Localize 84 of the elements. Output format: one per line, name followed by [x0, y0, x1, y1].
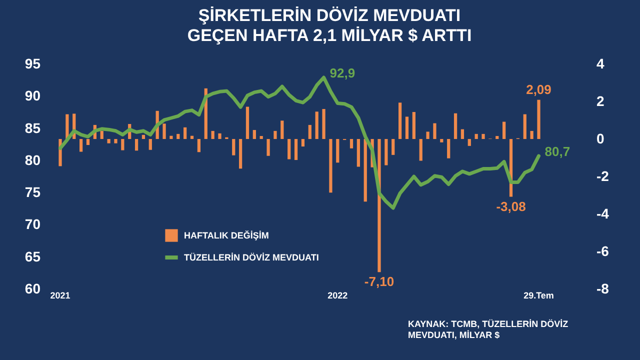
- chart-subtitle: GEÇEN HAFTA 2,1 MİLYAR $ ARTTI: [187, 26, 472, 45]
- y-tick-label: 60: [24, 280, 41, 296]
- x-tick-label: 29.Tem: [524, 290, 554, 300]
- bar: [384, 139, 388, 166]
- bar: [350, 139, 354, 148]
- bar: [294, 139, 298, 160]
- x-tick-label: 2021: [50, 290, 70, 300]
- bar: [211, 130, 214, 139]
- y2-tick-label: 0: [596, 130, 604, 146]
- bar: [502, 122, 506, 139]
- bar: [496, 136, 499, 139]
- bar: [474, 134, 478, 139]
- bar: [322, 109, 326, 139]
- bar: [100, 130, 104, 139]
- data-label: 2,09: [526, 82, 552, 97]
- bar: [336, 139, 340, 163]
- data-label: 80,7: [544, 144, 570, 159]
- bar: [468, 139, 471, 146]
- bar: [114, 139, 118, 144]
- bar: [280, 120, 284, 139]
- bar: [184, 127, 187, 139]
- bar: [454, 113, 458, 139]
- y-tick-label: 75: [24, 184, 41, 200]
- bar: [356, 139, 360, 167]
- bar: [419, 139, 422, 161]
- bar: [190, 136, 194, 139]
- y-tick-label: 65: [24, 248, 41, 264]
- bar: [315, 112, 318, 139]
- text: KAYNAK: TCMB, TÜZELLERİN DÖVİZ MEVDUATI, MİLYAR $: [408, 319, 569, 340]
- bar: [197, 139, 201, 152]
- legend-label: HAFTALIK DEĞİŞİM: [184, 230, 269, 240]
- bar: [142, 134, 146, 139]
- bar: [134, 139, 138, 151]
- bar: [170, 136, 173, 139]
- bar: [107, 139, 110, 144]
- legend-label: TÜZELLERİN DÖVİZ MEVDUATI: [184, 252, 319, 262]
- bar: [121, 139, 124, 150]
- y2-tick-label: 4: [596, 56, 604, 72]
- bar: [176, 134, 180, 139]
- bar: [412, 112, 416, 139]
- bar: [460, 129, 464, 139]
- bar: [266, 139, 270, 156]
- data-label: -3,08: [496, 198, 526, 214]
- bar: [238, 139, 242, 169]
- bar: [329, 139, 332, 193]
- bar: [260, 136, 263, 139]
- data-label: -7,10: [364, 274, 394, 290]
- data-label: 92,9: [330, 66, 356, 80]
- y2-tick-label: -4: [596, 206, 610, 222]
- bar: [274, 130, 277, 139]
- bar: [398, 102, 402, 139]
- bar: [246, 106, 250, 139]
- bar: [148, 139, 152, 150]
- y-tick-label: 95: [24, 56, 41, 72]
- y-tick-label: 80: [24, 152, 41, 168]
- bar: [218, 133, 222, 139]
- bar: [86, 139, 90, 145]
- bar: [405, 116, 409, 139]
- bar: [523, 114, 526, 139]
- bar: [232, 139, 236, 156]
- bar: [440, 139, 444, 142]
- bar: [433, 123, 436, 139]
- bar: [288, 139, 291, 160]
- bar: [79, 139, 83, 152]
- y-tick-label: 90: [24, 88, 41, 104]
- x-tick-label: 2022: [328, 290, 348, 300]
- bar: [392, 139, 395, 155]
- bar: [426, 132, 430, 139]
- bar: [252, 130, 256, 139]
- bar: [308, 124, 312, 139]
- y-tick-label: 85: [24, 120, 41, 136]
- y2-tick-label: 2: [596, 93, 604, 109]
- bar: [482, 134, 485, 139]
- bar: [530, 130, 534, 139]
- y2-tick-label: -2: [596, 168, 610, 184]
- bar: [162, 124, 166, 139]
- bar: [447, 139, 450, 158]
- chart-title: ŞİRKETLERİN DÖVİZ MEVDUATI: [198, 6, 461, 25]
- y2-tick-label: -6: [596, 243, 610, 259]
- y-tick-label: 70: [24, 216, 41, 232]
- bar: [301, 139, 305, 146]
- bar: [364, 139, 367, 202]
- bar: [537, 100, 540, 139]
- y2-tick-label: -8: [596, 280, 610, 296]
